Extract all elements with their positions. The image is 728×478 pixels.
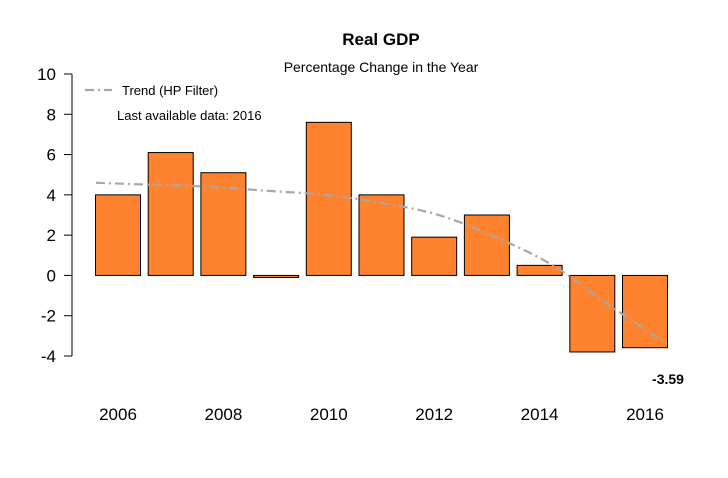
y-tick-label: -4 xyxy=(41,347,56,366)
legend-trend-label: Trend (HP Filter) xyxy=(122,83,218,98)
y-axis-ticks: -4 -2 0 2 4 6 8 10 xyxy=(37,65,72,366)
x-tick-label: 2006 xyxy=(99,405,137,424)
bar-2012 xyxy=(411,236,458,276)
chart-title: Real GDP xyxy=(342,30,419,49)
bar-2016 xyxy=(622,274,668,349)
bar-2014 xyxy=(516,264,563,276)
last-value-label: -3.59 xyxy=(652,371,684,387)
x-tick-label: 2008 xyxy=(204,405,242,424)
y-tick-label: 2 xyxy=(47,226,56,245)
last-available-note: Last available data: 2016 xyxy=(117,108,262,123)
bar-2008 xyxy=(200,172,247,276)
bar-2009 xyxy=(253,274,300,278)
trend-line xyxy=(95,181,668,345)
bar-2013 xyxy=(463,214,510,276)
y-tick-label: 6 xyxy=(47,146,56,165)
legend: Trend (HP Filter) xyxy=(85,83,218,98)
bar-series xyxy=(95,121,668,353)
y-tick-label: 4 xyxy=(47,186,56,205)
bar-2011 xyxy=(358,194,405,276)
x-tick-label: 2014 xyxy=(521,405,559,424)
x-tick-label: 2012 xyxy=(415,405,453,424)
y-tick-label: 10 xyxy=(37,65,56,84)
x-tick-label: 2010 xyxy=(310,405,348,424)
x-tick-label: 2016 xyxy=(626,405,664,424)
bar-2007 xyxy=(147,152,194,276)
y-tick-label: 0 xyxy=(47,266,56,285)
y-tick-label: -2 xyxy=(41,307,56,326)
bar-2010 xyxy=(305,121,352,276)
bar-2006 xyxy=(95,194,141,276)
x-axis-tick-labels: 2006 2008 2010 2012 2014 2016 xyxy=(99,405,664,424)
chart-subtitle: Percentage Change in the Year xyxy=(284,59,479,75)
bar-2015 xyxy=(569,274,616,353)
y-tick-label: 8 xyxy=(47,105,56,124)
